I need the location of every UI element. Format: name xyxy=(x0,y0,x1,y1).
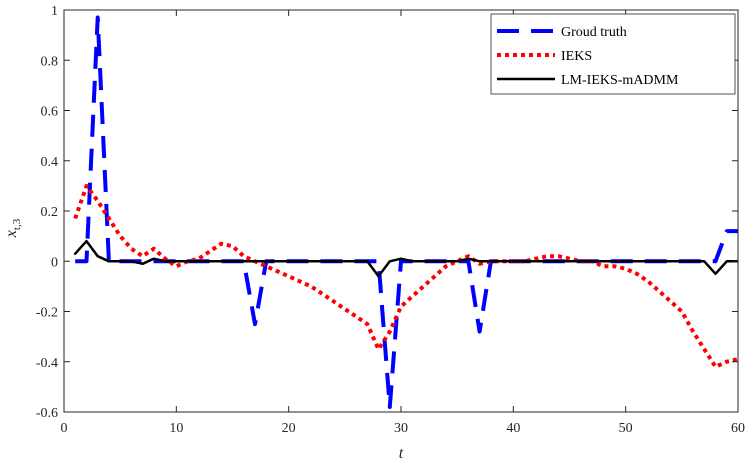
x-tick-label: 20 xyxy=(282,421,296,436)
y-tick-label: 0.2 xyxy=(41,205,59,220)
x-tick-label: 0 xyxy=(61,421,68,436)
y-axis-label-sub: t,3 xyxy=(11,218,23,230)
legend-entry-label: Groud truth xyxy=(561,25,627,40)
y-axis-label-var: x xyxy=(3,230,20,238)
x-tick-label: 30 xyxy=(394,421,408,436)
y-tick-label: 0 xyxy=(51,255,58,270)
y-tick-label: -0.2 xyxy=(36,306,58,321)
y-tick-label: 0.6 xyxy=(41,105,59,120)
y-tick-label: 0.8 xyxy=(41,54,59,69)
x-axis-label: t xyxy=(399,445,404,462)
y-tick-label: 1 xyxy=(51,4,58,19)
x-tick-label: 40 xyxy=(506,421,520,436)
y-tick-label: 0.4 xyxy=(41,155,59,170)
x-tick-label: 50 xyxy=(619,421,633,436)
legend-entry-label: IEKS xyxy=(561,49,592,64)
y-tick-label: -0.4 xyxy=(36,356,58,371)
legend-entry-label: LM-IEKS-mADMM xyxy=(561,73,679,88)
y-tick-label: -0.6 xyxy=(36,406,58,421)
x-tick-label: 10 xyxy=(169,421,183,436)
series-line-lm-ieks-madmm xyxy=(73,239,738,278)
x-tick-label: 60 xyxy=(731,421,745,436)
legend: Groud truth IEKS LM-IEKS-mADMM xyxy=(490,13,736,95)
axes-layer: 0 10 20 30 40 50 60 -0.6 -0.4 -0.2 0 0.2 0.4 0.6 0.8 1 xyxy=(36,4,745,436)
y-axis-label: xt,3 xyxy=(3,218,23,238)
series-layer xyxy=(73,15,738,409)
